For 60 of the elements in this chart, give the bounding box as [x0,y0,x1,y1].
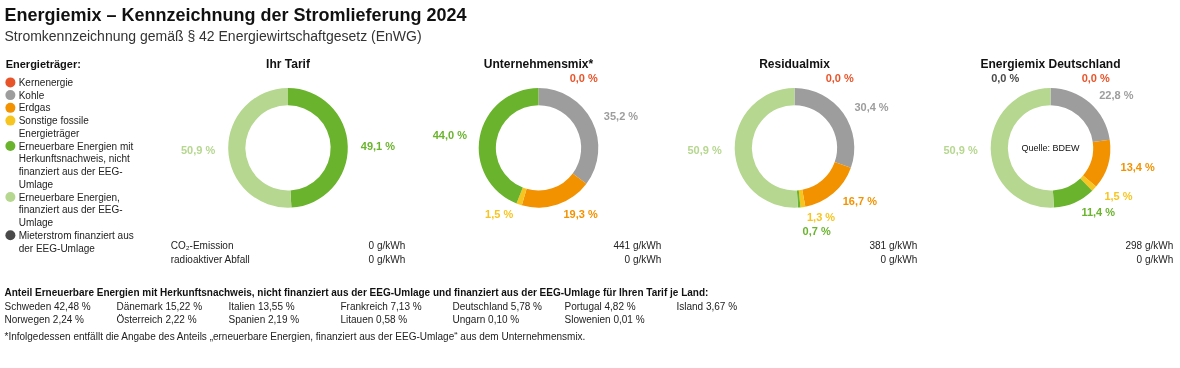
data-label: 19,3 % [563,208,598,221]
data-label: 30,4 % [854,101,889,114]
text: Portugal 4,82 % [564,301,636,312]
data-label: 1,5 % [485,208,514,221]
text: Italien 13,55 % [228,301,295,312]
data-label: 50,9 % [943,143,978,156]
text: 0,0 % [569,71,598,84]
text: 0,0 % [825,71,854,84]
data-label: 0,7 % [802,225,831,238]
text: Litauen 0,58 % [340,314,408,325]
text: 441 g/kWh [613,240,662,252]
data-label: 35,2 % [603,110,639,123]
text: *Infolgedessen entfällt die Angabe des Anteils „erneuerbare Energien, finanziert aus der EEG-Umlage“ aus dem Unternehmensmix. [4,331,586,342]
chart-title: Ihr Tarif [266,56,311,71]
text: Island 3,67 % [676,301,738,312]
text: Ungarn 0,10 % [452,314,520,325]
data-label: 16,7 % [842,195,878,208]
legend-label: Kernenergie [18,76,74,88]
chart-title: Energiemix Deutschland [980,56,1121,71]
legend-label: Kohle [18,89,45,101]
legend-label: Erdgas [18,102,51,114]
text: 0 g/kWh [880,254,918,266]
text: 381 g/kWh [869,240,918,252]
text: 0,0 % [991,71,1020,84]
legend-label: Sonstige fossile Energieträger [18,115,90,139]
data-label: 1,5 % [1104,189,1133,202]
legend-label: Mieterstrom finanziert aus der EEG-Umlage [18,229,134,254]
text: 0 g/kWh [368,240,406,252]
data-label: 11,4 % [1081,206,1116,219]
data-label: 50,9 % [687,143,722,156]
legend-label: Erneuerbare Energien mit Herkunftsnachweis, nicht finanziert aus der EEG-Umlage [18,140,134,190]
legend-title: Energieträger: [5,57,81,70]
text: 0 g/kWh [1136,254,1174,266]
text: 298 g/kWh [1125,240,1174,252]
text: Slowenien 0,01 % [564,314,645,325]
text: CO₂-Emission [170,240,234,252]
data-label: 50,9 % [180,143,216,156]
data-label: 1,3 % [806,211,836,224]
text: Deutschland 5,78 % [452,301,543,312]
data-label: 49,1 % [360,139,396,152]
data-label: 44,0 % [432,128,468,141]
data-label: 13,4 % [1120,161,1155,174]
text: 0 g/kWh [368,254,406,266]
text: Stromkennzeichnung gemäß § 42 Energiewirtschaftgesetz (EnWG) [4,27,422,44]
text: Österreich 2,22 % [116,314,197,325]
data-label: 22,8 % [1099,88,1134,101]
chart-title: Unternehmensmix* [483,56,594,71]
text: Dänemark 15,22 % [116,301,203,312]
chart-title: Residualmix [759,56,831,71]
text: Anteil Erneuerbare Energien mit Herkunftsnachweis, nicht finanziert aus der EEG-Umlage und finanziert aus der EEG-Umlage für Ihren Tarif je Land: [4,287,709,298]
source-note: Quelle: BDEW [1021,142,1081,153]
text: radioaktiver Abfall [170,254,250,266]
text: Schweden 42,48 % [4,301,91,312]
text: 0,0 % [1081,71,1110,84]
text: Spanien 2,19 % [228,314,300,325]
text: Energiemix – Kennzeichnung der Stromlieferung 2024 [4,4,467,25]
text: Frankreich 7,13 % [340,301,422,312]
text: 0 g/kWh [624,254,662,266]
legend-label: Erneuerbare Energien, finanziert aus der EEG-Umlage [18,191,123,229]
text: Norwegen 2,24 % [4,314,85,325]
